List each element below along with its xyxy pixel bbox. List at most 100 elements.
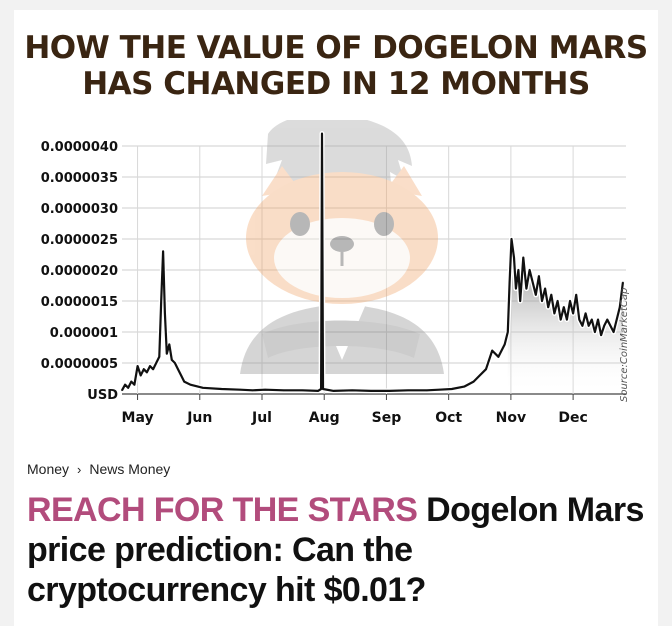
data-point: [149, 365, 151, 367]
data-point: [388, 390, 391, 392]
data-point: [426, 389, 428, 392]
data-point: [547, 306, 549, 308]
data-point: [600, 334, 602, 336]
data-point: [189, 383, 192, 386]
data-point: [321, 132, 323, 135]
data-point: [407, 389, 410, 392]
data-point: [559, 318, 562, 321]
data-point: [133, 383, 136, 386]
data-point: [594, 331, 596, 333]
data-point: [164, 312, 166, 315]
data-point: [130, 380, 133, 383]
x-tick-label: May: [122, 410, 154, 426]
data-point: [581, 325, 584, 327]
data-point: [155, 362, 157, 364]
data-point: [550, 294, 553, 296]
data-point: [606, 318, 609, 321]
chart-title-line-2: HAS CHANGED IN 12 MONTHS: [82, 66, 590, 102]
data-point: [535, 294, 537, 296]
data-point: [541, 300, 543, 302]
data-point: [251, 389, 254, 392]
data-point: [317, 390, 319, 392]
data-point: [538, 275, 540, 277]
data-point: [508, 281, 511, 284]
data-point: [528, 269, 531, 271]
article-headline[interactable]: REACH FOR THE STARS Dogelon Mars price p…: [27, 490, 647, 610]
price-line-chart: USD 0.0000005 0.000001 0.0000015 0.0000020 0.…: [41, 120, 626, 426]
data-point: [497, 356, 500, 358]
data-point: [597, 318, 599, 321]
data-point: [143, 368, 145, 370]
data-point: [556, 300, 559, 302]
data-point: [584, 312, 587, 315]
x-tick-label: Oct: [435, 410, 462, 426]
y-tick-label: 0.0000030: [41, 202, 118, 217]
data-point: [127, 387, 129, 389]
breadcrumb-money-link[interactable]: Money: [27, 461, 70, 477]
data-point: [566, 318, 568, 321]
data-point: [491, 349, 494, 352]
data-point: [612, 331, 615, 333]
data-point: [553, 312, 556, 315]
data-point: [171, 359, 173, 361]
chevron-right-icon: ›: [77, 461, 82, 477]
data-point: [168, 343, 171, 346]
headline-text: Dogelon Mars price prediction: Can the c…: [27, 491, 644, 609]
data-point: [160, 300, 162, 302]
data-point: [603, 325, 605, 327]
y-tick-label: 0.0000005: [41, 357, 118, 372]
data-point: [479, 374, 481, 377]
data-point: [575, 294, 577, 296]
data-point: [121, 389, 123, 392]
data-point: [515, 287, 517, 290]
data-point: [139, 374, 142, 377]
data-point: [183, 380, 185, 383]
breadcrumb: Money › News Money: [27, 461, 170, 477]
data-point: [220, 388, 223, 390]
data-point: [146, 371, 148, 374]
data-point: [264, 388, 266, 391]
data-point: [525, 287, 528, 290]
data-point: [320, 388, 322, 390]
chart-title-line-1: HOW THE VALUE OF DOGELON MARS: [24, 30, 648, 66]
data-point: [472, 380, 475, 383]
data-point: [351, 389, 354, 392]
data-point: [578, 318, 581, 321]
x-tick-label: Aug: [309, 410, 340, 426]
data-point: [513, 256, 515, 259]
data-point: [152, 368, 154, 370]
data-point: [301, 389, 304, 392]
data-point: [438, 388, 441, 391]
data-point: [569, 300, 571, 302]
data-point: [166, 352, 168, 355]
data-point: [519, 300, 521, 302]
data-point: [370, 390, 372, 392]
data-point: [124, 383, 126, 386]
chart-title: HOW THE VALUE OF DOGELON MARS HAS CHANGE…: [0, 30, 672, 102]
source-credit: Source:CoinMarketCap: [619, 287, 630, 402]
data-point: [283, 389, 285, 392]
data-point: [174, 362, 176, 364]
data-point: [615, 318, 618, 321]
data-point: [136, 365, 139, 367]
data-point: [619, 306, 621, 308]
breadcrumb-news-money-link[interactable]: News Money: [89, 461, 171, 477]
price-line: [121, 132, 624, 392]
y-tick-label: 0.0000035: [41, 171, 118, 186]
x-tick-label: Dec: [558, 410, 587, 426]
data-point: [503, 343, 506, 346]
data-point: [563, 306, 565, 308]
x-tick-label: Jul: [251, 410, 272, 426]
data-point: [162, 250, 164, 253]
data-point: [202, 387, 204, 389]
data-point: [609, 325, 612, 327]
y-tick-label: USD: [87, 388, 118, 403]
data-point: [510, 238, 513, 240]
y-tick-label: 0.0000025: [41, 233, 118, 248]
data-point: [507, 331, 509, 333]
data-point: [587, 325, 590, 327]
x-tick-label: Jun: [186, 410, 212, 426]
data-point: [522, 256, 525, 259]
data-point: [180, 374, 182, 377]
data-point: [463, 385, 466, 388]
